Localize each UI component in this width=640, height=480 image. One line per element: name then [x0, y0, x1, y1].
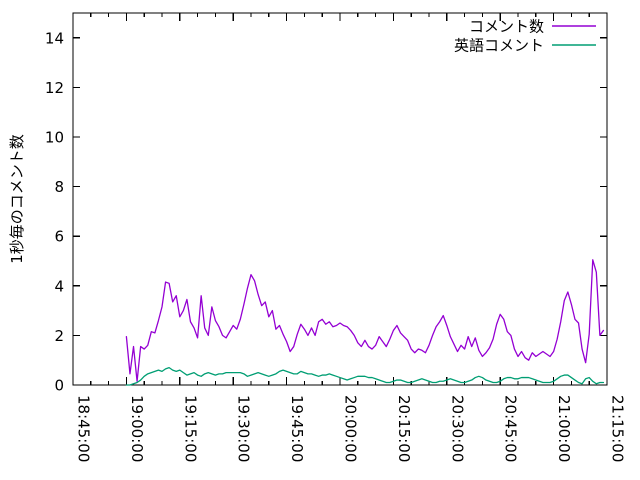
- x-tick-label: 20:00:00: [342, 395, 360, 462]
- y-tick-label: 10: [45, 129, 64, 147]
- legend-label-comment-count: コメント数: [469, 18, 544, 36]
- x-axis: 18:45:00 19:00:00 19:15:00 19:30:00 19:45:00…: [72, 13, 627, 462]
- x-tick-label: 20:30:00: [448, 395, 466, 462]
- y-tick-label: 2: [54, 327, 64, 345]
- y-tick-label: 6: [54, 228, 64, 246]
- x-tick-label: 18:45:00: [75, 395, 93, 462]
- x-tick-label: 21:15:00: [609, 395, 627, 462]
- y-tick-label: 8: [54, 178, 64, 196]
- x-tick-label: 20:15:00: [395, 395, 413, 462]
- y-axis: 0 2 4 6 8 10 12 14: [45, 29, 607, 395]
- x-tick-label: 21:00:00: [555, 395, 573, 462]
- y-tick-label: 12: [45, 79, 64, 97]
- y-axis-title: 1秒毎のコメント数: [8, 134, 26, 264]
- legend-label-english-comment: 英語コメント: [454, 37, 544, 55]
- x-tick-label: 19:00:00: [128, 395, 146, 462]
- series-line-english-comment: [125, 366, 605, 386]
- x-tick-label: 19:45:00: [288, 395, 306, 462]
- series-line-comment-count: [125, 259, 605, 382]
- y-tick-label: 14: [45, 29, 64, 47]
- y-tick-label: 4: [54, 277, 64, 295]
- y-tick-label: 0: [54, 377, 64, 395]
- plot-frame: [72, 12, 608, 386]
- series-lines: [125, 259, 605, 386]
- plot-border: [72, 12, 608, 386]
- x-tick-label: 19:30:00: [235, 395, 253, 462]
- x-tick-label: 19:15:00: [181, 395, 199, 462]
- x-tick-label: 20:45:00: [502, 395, 520, 462]
